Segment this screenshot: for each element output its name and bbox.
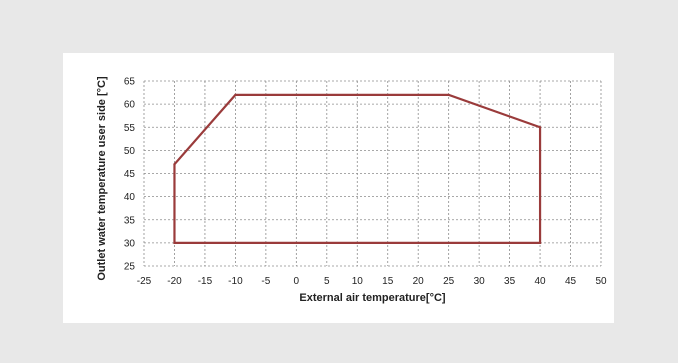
y-axis-title: Outlet water temperature user side [°C]: [96, 76, 108, 281]
x-tick-label-14: 45: [565, 276, 577, 287]
y-tick-label-0: 25: [124, 262, 136, 273]
x-tick-label-6: 5: [324, 276, 330, 287]
chart-panel: -25 -20 -15 -10 -5 0 5 10 15 20 25 30 35 40 45 50 25 30 3…: [63, 53, 614, 323]
y-tick-label-4: 45: [124, 169, 136, 180]
x-tick-label-8: 15: [382, 276, 394, 287]
x-tick-label-2: -15: [198, 276, 213, 287]
x-tick-label-7: 10: [352, 276, 364, 287]
x-tick-label-12: 35: [504, 276, 516, 287]
x-tick-label-9: 20: [413, 276, 425, 287]
series-0-point-2: [234, 93, 237, 96]
series-0-point-0: [173, 241, 176, 244]
y-tick-label-8: 65: [124, 77, 136, 88]
x-tick-labels: -25 -20 -15 -10 -5 0 5 10 15 20 25 30 35 40 45 50: [137, 276, 607, 287]
x-tick-label-1: -20: [167, 276, 182, 287]
x-tick-label-15: 50: [595, 276, 607, 287]
x-tick-label-10: 25: [443, 276, 455, 287]
series-0-point-1: [173, 163, 176, 166]
series-0-point-4: [538, 126, 542, 129]
gridlines: [143, 80, 602, 267]
x-tick-label-3: -10: [228, 276, 243, 287]
y-tick-label-5: 50: [124, 146, 136, 157]
y-tick-labels: 25 30 35 40 45 50 55 60 65: [124, 77, 136, 273]
x-tick-label-11: 30: [474, 276, 486, 287]
y-tick-label-6: 55: [124, 123, 136, 134]
y-tick-label-1: 30: [124, 238, 136, 249]
y-tick-label-2: 35: [124, 215, 136, 226]
x-axis-title: External air temperature[°C]: [299, 292, 446, 304]
y-tick-label-7: 60: [124, 100, 136, 111]
x-tick-label-0: -25: [137, 276, 152, 287]
x-tick-label-5: 0: [294, 276, 300, 287]
series-layer: [173, 93, 542, 244]
x-tick-label-13: 40: [535, 276, 547, 287]
x-tick-label-4: -5: [261, 276, 270, 287]
envelope-chart: -25 -20 -15 -10 -5 0 5 10 15 20 25 30 35 40 45 50 25 30 3…: [96, 76, 607, 304]
y-tick-label-3: 40: [124, 192, 136, 203]
series-0-point-5: [538, 241, 542, 244]
series-0-point-3: [447, 93, 450, 96]
